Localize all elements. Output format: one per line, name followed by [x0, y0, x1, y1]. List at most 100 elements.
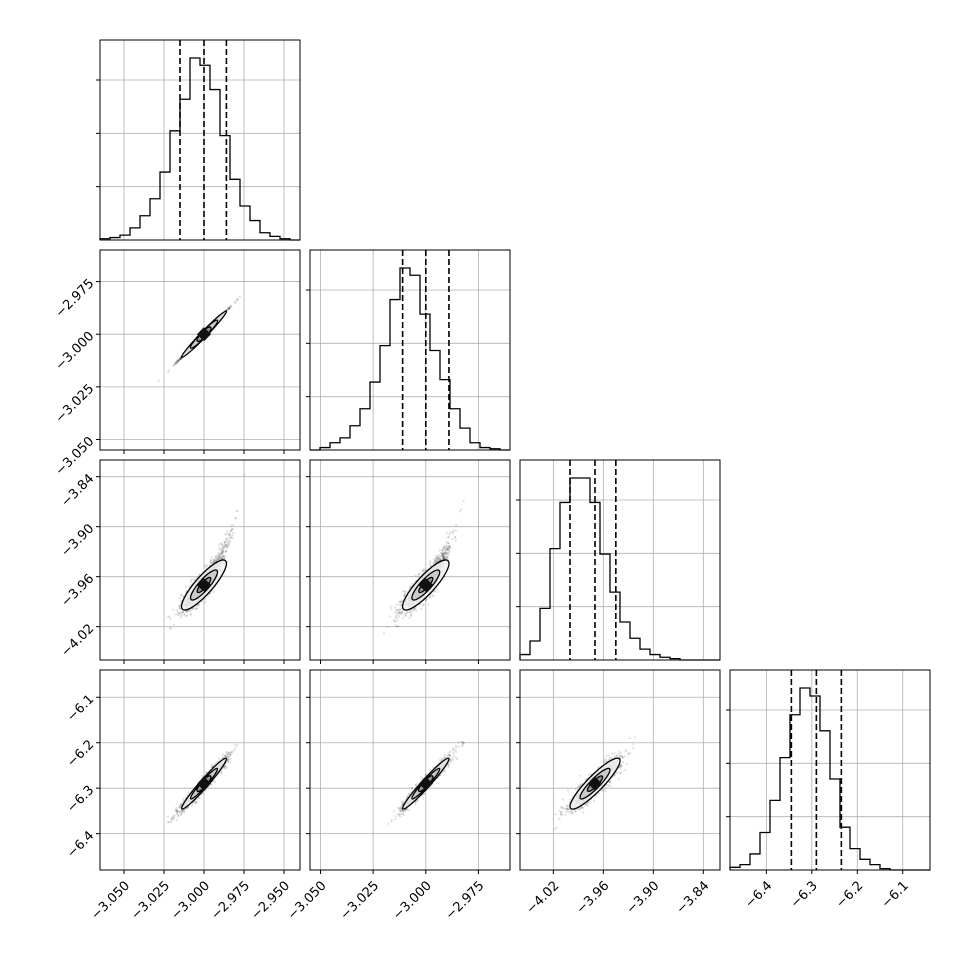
point: [177, 359, 180, 362]
point: [396, 612, 399, 615]
point: [217, 757, 221, 760]
point: [210, 763, 214, 766]
point: [441, 549, 445, 552]
point: [444, 551, 447, 554]
point: [221, 551, 224, 554]
point: [178, 607, 181, 610]
point: [448, 544, 451, 547]
point: [176, 815, 180, 818]
point: [414, 607, 417, 611]
point: [445, 543, 448, 547]
point: [217, 554, 220, 557]
point: [445, 547, 448, 550]
point: [174, 362, 177, 365]
point: [452, 532, 455, 535]
point: [227, 307, 230, 310]
point: [459, 508, 463, 511]
point: [399, 612, 402, 615]
grid-layer: [100, 40, 930, 870]
point: [179, 616, 183, 619]
point: [448, 545, 451, 548]
point: [207, 595, 210, 598]
point: [219, 541, 222, 545]
point: [434, 554, 438, 557]
point: [422, 603, 425, 606]
point: [223, 766, 226, 769]
point: [220, 552, 224, 556]
point: [216, 554, 219, 557]
point: [212, 561, 216, 564]
point: [173, 816, 176, 819]
point: [182, 610, 185, 614]
point: [224, 767, 227, 770]
point: [185, 585, 188, 588]
point: [170, 819, 173, 822]
point: [432, 558, 436, 561]
point: [214, 559, 217, 563]
point: [179, 358, 182, 361]
point: [218, 554, 221, 557]
point: [442, 552, 445, 555]
point: [418, 572, 421, 575]
point: [444, 553, 447, 556]
scatter-2-0: [166, 473, 246, 630]
point: [442, 546, 445, 550]
point: [212, 559, 216, 562]
scatter-2-1: [382, 499, 465, 635]
point: [226, 308, 229, 312]
point: [446, 546, 449, 550]
point: [235, 509, 238, 512]
point: [220, 551, 224, 554]
point: [228, 534, 231, 537]
point: [409, 585, 412, 588]
point: [227, 751, 230, 755]
point: [172, 364, 176, 367]
point: [211, 764, 214, 768]
point: [445, 531, 449, 534]
point: [445, 551, 448, 555]
point: [447, 548, 450, 551]
point: [218, 549, 222, 552]
point: [389, 605, 393, 608]
point: [433, 559, 436, 562]
point: [404, 590, 407, 593]
point: [448, 533, 451, 536]
point: [186, 614, 189, 617]
point: [446, 547, 449, 551]
point: [225, 538, 228, 541]
point: [231, 527, 234, 531]
point: [445, 541, 448, 544]
point: [178, 358, 182, 361]
point: [179, 358, 182, 361]
point: [238, 295, 241, 299]
point: [442, 552, 445, 555]
point: [438, 549, 441, 552]
point: [178, 357, 181, 360]
point: [454, 529, 458, 532]
point: [167, 821, 170, 824]
point: [434, 556, 438, 559]
point: [395, 608, 398, 611]
point: [181, 810, 184, 813]
point: [386, 625, 389, 628]
point: [179, 357, 182, 360]
point: [208, 592, 211, 595]
point: [174, 362, 177, 365]
point: [449, 546, 452, 549]
point: [230, 528, 234, 531]
point: [452, 529, 455, 532]
point: [179, 813, 182, 816]
point: [409, 585, 412, 588]
point: [436, 557, 440, 561]
point: [216, 557, 219, 560]
point: [444, 557, 447, 560]
point: [176, 360, 179, 363]
point: [182, 797, 185, 800]
point: [397, 612, 400, 615]
point: [176, 359, 179, 362]
point: [178, 806, 181, 809]
point: [441, 553, 445, 556]
point: [185, 610, 188, 613]
point: [169, 617, 172, 620]
point: [181, 610, 185, 613]
